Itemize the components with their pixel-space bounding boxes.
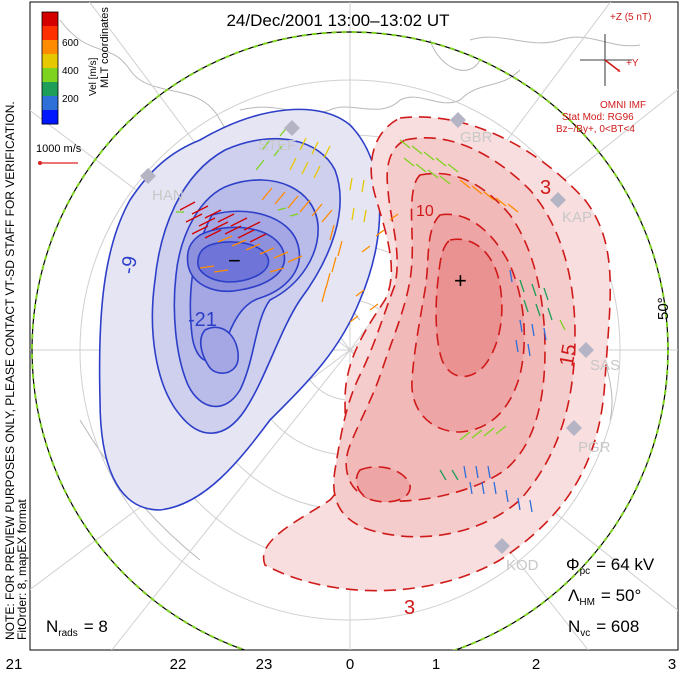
colorbar-segment [42,68,58,83]
colorbar-segment [42,110,58,125]
scale-vector [38,161,78,165]
colorbar-segment [42,12,58,27]
mlt-axis: 21 22 23 0 1 2 3 [6,656,677,673]
phi-pc-stat: Φpc = 64 kV [566,555,655,577]
station-label-kod: KOD [506,557,539,574]
mlt-tick-23: 23 [256,656,273,673]
station-label-han: HAN [152,187,184,204]
max-marker: + [454,268,467,293]
imf-y-label: +Y [626,58,639,69]
imf-header: +Z (5 nT) [610,12,651,23]
contour-label-neg9: -9 [117,254,142,275]
mlt-tick-0: 0 [346,656,354,673]
velocity-colorbar: 600 400 200 Vel [m/s] [42,12,99,125]
contour-label-10: 10 [416,203,434,220]
station-label-kap: KAP [562,209,592,226]
imf-clock: +Z (5 nT) +Y OMNI IMF Stat Mod: RG96 Bz−… [556,12,651,135]
mlt-tick-1: 1 [432,656,440,673]
imf-condition: Bz−/By+, 0<BT<4 [556,124,635,135]
colorbar-label: Vel [m/s] [88,57,99,96]
colorbar-tick-400: 400 [62,66,79,77]
convection-map: HAN STEF GBR KAP SAS PGR KOD -9 -21 3 3 … [0,0,680,674]
nrads-stat: Nrads = 8 [46,617,108,639]
coords-label: MLT coordinates [99,7,111,88]
station-label-sas: SAS [590,357,620,374]
min-marker: − [228,248,241,273]
colorbar-tick-600: 600 [62,38,79,49]
contour-label-neg21: -21 [188,309,217,331]
mlt-tick-22: 22 [170,656,187,673]
station-label-gbr: GBR [460,129,493,146]
colorbar-segment [42,82,58,97]
contour-label-3-top: 3 [540,177,551,199]
station-label-stef: STEF [258,137,296,154]
lambda-hm-stat: ΛHM = 50° [568,586,641,608]
map-title: 24/Dec/2001 13:00–13:02 UT [226,11,449,30]
mlt-tick-21: 21 [6,656,23,673]
mlt-tick-2: 2 [532,656,540,673]
imf-model: Stat Mod: RG96 [562,112,634,123]
contour-label-3-bottom: 3 [404,597,415,619]
imf-omni: OMNI IMF [600,100,646,111]
colorbar-segment [42,96,58,111]
contour-label-15: 15 [556,342,582,368]
scale-vector-label: 1000 m/s [36,143,82,155]
nvc-stat: Nvc = 608 [568,617,639,639]
latitude-label: 50° [655,297,672,320]
colorbar-segment [42,54,58,69]
colorbar-segment [42,40,58,55]
mlt-tick-3: 3 [668,656,676,673]
station-label-pgr: PGR [578,439,611,456]
colorbar-segment [42,26,58,41]
colorbar-tick-200: 200 [62,94,79,105]
fit-order: FitOrder: 8, mapEX format [15,499,29,640]
